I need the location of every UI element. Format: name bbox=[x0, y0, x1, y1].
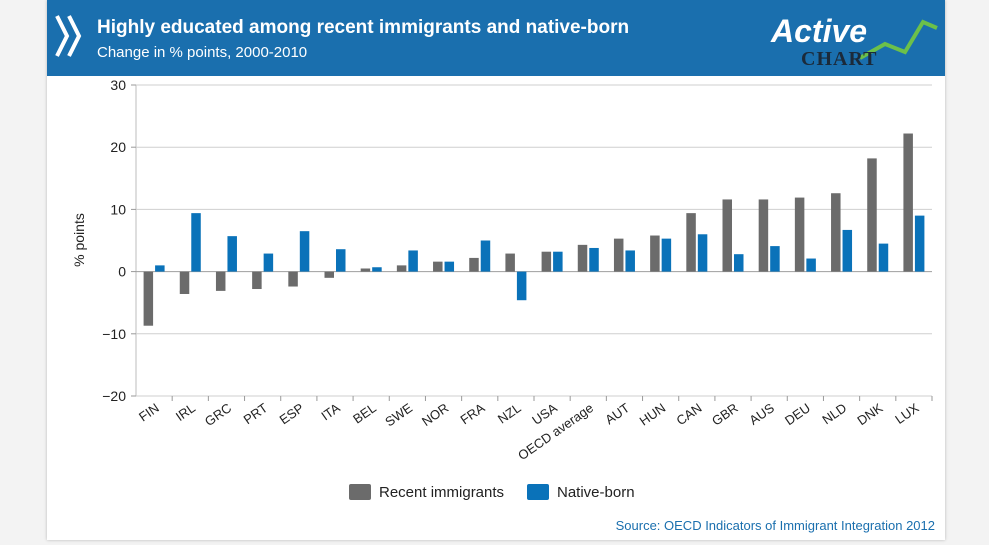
x-tick-label: PRT bbox=[241, 400, 271, 427]
x-tick-label: FRA bbox=[458, 400, 488, 427]
bar-recent-immigrants-swe bbox=[396, 265, 407, 272]
bar-native-born-deu bbox=[806, 258, 816, 272]
bar-native-born-lux bbox=[914, 215, 925, 272]
bar-native-born-swe bbox=[408, 250, 418, 272]
chart-card: Highly educated among recent immigrants … bbox=[47, 0, 945, 540]
chart-subtitle: Change in % points, 2000-2010 bbox=[97, 44, 308, 61]
bar-recent-immigrants-irl bbox=[179, 271, 190, 294]
x-tick-label: GBR bbox=[709, 400, 741, 428]
bar-native-born-usa bbox=[553, 251, 563, 272]
y-tick-label: 20 bbox=[110, 139, 126, 155]
bar-chart: 30 20 10 0 −10 −20 % points FIN IRL GRC PRT ESP IT… bbox=[71, 77, 933, 501]
double-chevron-icon bbox=[55, 15, 82, 57]
bar-native-born-oecd-average bbox=[589, 247, 599, 272]
bar-native-born-nld bbox=[842, 229, 853, 272]
bar-recent-immigrants-gbr bbox=[722, 199, 732, 272]
bar-recent-immigrants-nor bbox=[433, 261, 443, 272]
x-tick-label: SWE bbox=[382, 400, 415, 429]
x-tick-label: FIN bbox=[136, 400, 162, 424]
bar-recent-immigrants-prt bbox=[252, 271, 262, 290]
y-tick-label: −20 bbox=[102, 388, 126, 404]
x-tick-label: ITA bbox=[318, 400, 343, 424]
grid-lines bbox=[131, 84, 933, 401]
x-tick-label: LUX bbox=[892, 400, 922, 427]
x-tick-label: IRL bbox=[173, 400, 198, 424]
bar-recent-immigrants-grc bbox=[215, 271, 226, 291]
legend-swatch-recent-immigrants bbox=[349, 484, 371, 500]
bar-native-born-gbr bbox=[734, 254, 744, 272]
x-tick-label: NZL bbox=[495, 400, 524, 426]
x-tick-label: DNK bbox=[854, 400, 885, 428]
bar-native-born-esp bbox=[299, 231, 310, 272]
logo-text-active: Active bbox=[770, 13, 867, 49]
x-tick-label: AUS bbox=[746, 400, 777, 428]
bar-recent-immigrants-hun bbox=[650, 235, 660, 272]
bar-recent-immigrants-esp bbox=[288, 271, 298, 287]
x-tick-label: NOR bbox=[419, 400, 451, 429]
y-axis-label: % points bbox=[71, 213, 87, 267]
bar-native-born-can bbox=[697, 234, 708, 272]
y-tick-label: 0 bbox=[118, 264, 126, 280]
x-tick-label: CAN bbox=[673, 400, 704, 428]
y-tick-label: 10 bbox=[110, 201, 126, 217]
x-axis-ticks: FIN IRL GRC PRT ESP ITA BEL SWE NOR FRA NZL USAOECD… bbox=[136, 400, 922, 463]
y-axis-ticks: 30 20 10 0 −10 −20 bbox=[102, 77, 126, 404]
bar-native-born-irl bbox=[191, 213, 201, 272]
bar-native-born-hun bbox=[661, 238, 672, 272]
bar-recent-immigrants-ita bbox=[324, 271, 334, 278]
x-tick-label: NLD bbox=[819, 400, 849, 427]
bar-native-born-grc bbox=[227, 236, 237, 272]
bars bbox=[143, 133, 925, 326]
legend: Recent immigrants Native-born bbox=[349, 484, 635, 501]
x-tick-label: HUN bbox=[637, 400, 669, 428]
bar-recent-immigrants-dnk bbox=[867, 158, 877, 272]
bar-recent-immigrants-lux bbox=[903, 133, 913, 272]
bar-native-born-ita bbox=[336, 249, 346, 272]
bar-native-born-nor bbox=[444, 261, 455, 272]
legend-label-native-born: Native-born bbox=[557, 484, 635, 501]
bar-recent-immigrants-aus bbox=[758, 199, 769, 272]
legend-swatch-native-born bbox=[527, 484, 549, 500]
bar-native-born-fin bbox=[155, 265, 165, 272]
bar-native-born-bel bbox=[372, 267, 382, 272]
bar-recent-immigrants-fin bbox=[143, 271, 154, 326]
bar-native-born-fra bbox=[480, 240, 491, 272]
y-tick-label: 30 bbox=[110, 77, 126, 93]
bar-recent-immigrants-bel bbox=[360, 268, 371, 272]
chart-header: Highly educated among recent immigrants … bbox=[47, 0, 945, 76]
logo-text-chart: CHART bbox=[801, 48, 878, 68]
x-tick-label: GRC bbox=[202, 400, 234, 429]
bar-recent-immigrants-fra bbox=[469, 257, 479, 272]
bar-native-born-nzl bbox=[516, 271, 527, 301]
source-note: Source: OECD Indicators of Immigrant Int… bbox=[615, 518, 935, 533]
bar-native-born-aus bbox=[770, 246, 780, 272]
bar-recent-immigrants-nzl bbox=[505, 253, 515, 272]
bar-recent-immigrants-oecd-average bbox=[577, 244, 588, 272]
active-chart-logo: Active CHART bbox=[770, 13, 938, 68]
x-tick-label: ESP bbox=[277, 400, 307, 427]
chart-title: Highly educated among recent immigrants … bbox=[97, 17, 630, 38]
bar-recent-immigrants-aut bbox=[613, 238, 624, 272]
bar-native-born-dnk bbox=[878, 243, 889, 272]
x-tick-label: BEL bbox=[350, 400, 379, 426]
bar-recent-immigrants-can bbox=[686, 213, 696, 272]
x-tick-label: AUT bbox=[602, 400, 632, 427]
bar-recent-immigrants-deu bbox=[794, 197, 805, 272]
x-tick-label: DEU bbox=[782, 400, 813, 428]
bar-recent-immigrants-nld bbox=[831, 193, 841, 272]
y-tick-label: −10 bbox=[102, 326, 126, 342]
bar-recent-immigrants-usa bbox=[541, 251, 552, 272]
bar-native-born-aut bbox=[625, 250, 635, 272]
bar-native-born-prt bbox=[263, 253, 274, 272]
legend-label-recent-immigrants: Recent immigrants bbox=[379, 484, 504, 501]
